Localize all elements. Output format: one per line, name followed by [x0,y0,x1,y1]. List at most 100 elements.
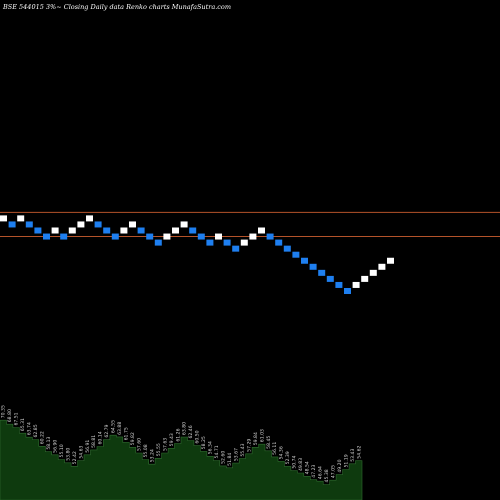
volume-value-label: 68.80 [7,409,13,422]
renko-brick-down [146,233,154,240]
volume-value-label: 63.88 [117,422,123,435]
volume-value-label: 56.11 [272,442,278,455]
volume-value-label: 55.08 [143,444,149,457]
volume-value-label: 67.51 [14,412,20,425]
renko-brick-down [318,269,326,276]
renko-brick-up [215,233,222,240]
renko-brick-down [301,257,308,264]
volume-value-label: 65.31 [20,418,26,431]
renko-brick-up [120,227,128,234]
volume-value-label: 49.83 [298,458,304,471]
volume-value-label: 54.71 [214,445,220,458]
volume-value-label: 70.35 [1,405,7,418]
volume-value-label: 58.45 [266,436,272,449]
volume-value-label: 51.19 [343,454,349,467]
volume-value-label: 60.50 [195,430,201,443]
volume-value-label: 55.10 [59,444,65,457]
volume-value-label: 61.26 [175,428,181,441]
renko-brick-up [180,221,188,228]
volume-value-label: 51.84 [227,453,233,466]
volume-value-label: 56.91 [85,440,91,453]
renko-brick-down [111,233,119,240]
renko-brick-down [283,245,291,252]
renko-brick-down [8,221,16,228]
volume-value-label: 59.43 [169,433,175,446]
volume-value-label: 64.55 [111,420,117,433]
volume-value-label: 56.90 [52,440,58,453]
volume-value-label: 60.14 [98,431,104,444]
renko-brick-up [352,281,360,288]
volume-value-label: 58.81 [91,435,97,448]
renko-brick-down [189,227,197,234]
volume-value-label: 61.75 [124,427,130,440]
renko-brick-up [129,221,136,228]
volume-value-label: 48.54 [305,461,311,474]
renko-brick-down [154,239,162,246]
renko-brick-up [17,215,25,222]
volume-value-label: 56.34 [208,441,214,454]
renko-brick-up [86,215,93,222]
renko-brick-down [223,239,231,246]
volume-value-label: 54.62 [356,445,362,458]
renko-brick-down [326,275,334,282]
chart-title: BSE 544015 3%~ Closing Daily data Renko … [2,3,231,11]
renko-brick-up [51,227,59,234]
renko-brick-down [309,263,317,270]
volume-panel [0,419,363,500]
volume-value-label: 62.79 [104,424,110,437]
renko-brick-down [197,233,205,240]
renko-brick-up [249,233,257,240]
renko-brick-up [361,275,369,282]
volume-value-label: 57.63 [162,438,168,451]
volume-value-label: 55.55 [156,443,162,456]
renko-brick-down [60,233,68,240]
volume-value-label: 55.43 [240,443,246,456]
volume-value-label: 53.80 [65,448,71,461]
renko-brick-down [292,251,300,258]
renko-brick-up [240,239,248,246]
volume-value-label: 61.03 [259,429,265,442]
volume-value-label: 47.05 [330,465,336,478]
volume-value-label: 47.23 [311,464,317,477]
volume-value-label: 52.42 [72,451,78,464]
volume-value-label: 58.13 [46,436,52,449]
renko-brick-down [25,221,33,228]
volume-value-label: 45.38 [324,469,330,482]
volume-value-label: 49.20 [337,459,343,472]
volume-value-label: 62.46 [188,425,194,438]
renko-brick-up [172,227,179,234]
renko-brick-down [137,227,145,234]
volume-value-label: 63.74 [27,422,33,435]
renko-brick-down [335,281,343,288]
renko-brick-down [206,239,214,246]
volume-area [0,419,363,500]
volume-value-label: 46.64 [317,466,323,479]
renko-brick-up [258,227,265,234]
volume-value-label: 52.60 [221,451,227,464]
volume-value-label: 57.60 [136,438,142,451]
volume-value-label: 53.67 [233,448,239,461]
volume-value-label: 59.84 [253,432,259,445]
volume-value-label: 53.24 [149,449,155,462]
renko-brick-down [275,239,283,246]
renko-brick-up [378,263,386,270]
renko-brick-down [344,288,351,294]
volume-value-label: 53.43 [350,449,356,462]
renko-brick-down [43,233,50,240]
volume-value-label: 59.82 [130,432,136,445]
volume-value-label: 57.29 [246,439,252,452]
renko-brick-down [232,245,240,252]
volume-value-label: 60.22 [40,431,46,444]
volume-value-label: 62.85 [33,424,39,437]
renko-bricks [0,215,394,294]
renko-brick-down [34,227,42,234]
renko-brick-up [387,257,394,264]
renko-brick-down [103,227,111,234]
renko-brick-up [369,269,377,276]
renko-brick-up [68,227,76,234]
renko-brick-down [266,233,274,240]
volume-value-label: 54.36 [279,446,285,459]
